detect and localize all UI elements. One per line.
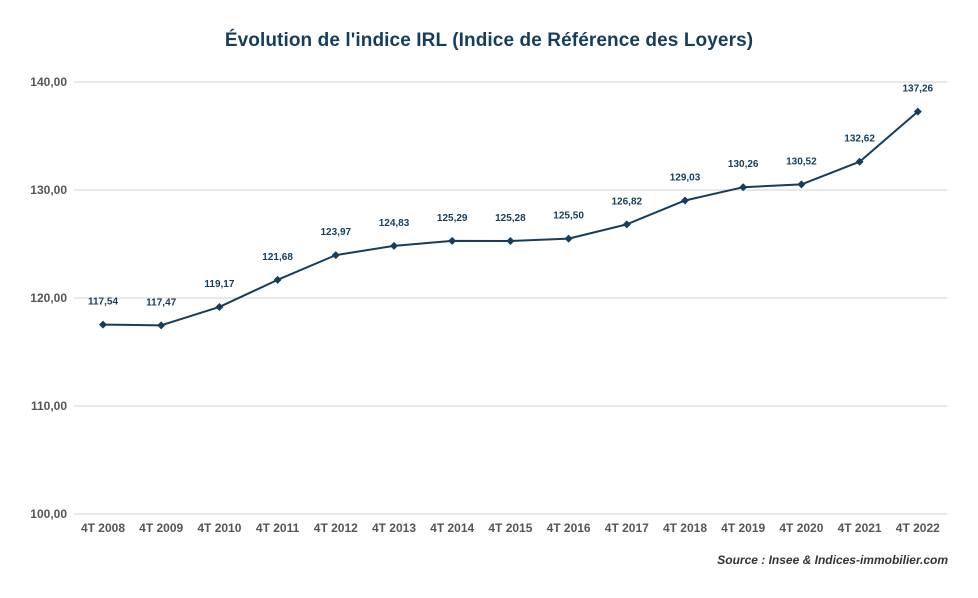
y-tick-label: 100,00 bbox=[30, 507, 67, 521]
data-label: 117,47 bbox=[146, 297, 176, 308]
data-label: 124,83 bbox=[379, 218, 410, 229]
chart-title: Évolution de l'indice IRL (Indice de Réf… bbox=[224, 30, 754, 51]
x-tick-label: 4T 2021 bbox=[838, 521, 882, 535]
y-tick-label: 130,00 bbox=[30, 183, 67, 197]
data-point-marker bbox=[273, 275, 282, 284]
x-tick-label: 4T 2014 bbox=[430, 521, 474, 535]
data-point-marker bbox=[855, 157, 864, 166]
data-label: 125,29 bbox=[437, 213, 468, 224]
x-tick-label: 4T 2018 bbox=[663, 521, 707, 535]
data-point-marker bbox=[913, 107, 922, 116]
data-label: 130,26 bbox=[728, 159, 759, 170]
y-tick-label: 120,00 bbox=[30, 291, 67, 305]
x-tick-label: 4T 2016 bbox=[547, 521, 591, 535]
source-note: Source : Insee & Indices-immobilier.com bbox=[717, 553, 948, 567]
data-label: 125,28 bbox=[495, 213, 526, 224]
data-label: 125,50 bbox=[553, 211, 584, 222]
data-point-marker bbox=[564, 234, 573, 243]
data-point-marker bbox=[331, 251, 340, 260]
data-point-marker bbox=[797, 180, 806, 189]
x-tick-label: 4T 2008 bbox=[81, 521, 125, 535]
y-tick-label: 110,00 bbox=[31, 399, 67, 413]
data-label: 137,26 bbox=[903, 84, 934, 95]
x-tick-label: 4T 2022 bbox=[896, 521, 940, 535]
data-label: 132,62 bbox=[844, 134, 875, 145]
x-axis-tick-labels: 4T 2008 4T 2009 4T 2010 4T 2011 4T 2012 4T 20… bbox=[81, 521, 940, 535]
data-point-marker bbox=[448, 236, 457, 245]
data-label: 119,17 bbox=[204, 279, 234, 290]
data-point-marker bbox=[99, 320, 107, 329]
x-tick-label: 4T 2012 bbox=[314, 521, 358, 535]
x-tick-label: 4T 2019 bbox=[721, 521, 765, 535]
data-label: 121,68 bbox=[262, 252, 293, 263]
grid-lines bbox=[74, 81, 947, 515]
x-tick-label: 4T 2020 bbox=[779, 521, 823, 535]
series-markers bbox=[99, 107, 922, 330]
x-tick-label: 4T 2011 bbox=[256, 521, 300, 535]
x-tick-label: 4T 2017 bbox=[605, 521, 649, 535]
data-point-marker bbox=[622, 220, 631, 229]
data-point-marker bbox=[681, 196, 689, 205]
data-point-marker bbox=[506, 236, 515, 245]
x-tick-label: 4T 2009 bbox=[139, 521, 183, 535]
x-tick-label: 4T 2015 bbox=[488, 521, 532, 535]
y-axis-tick-labels: 100,00 110,00 120,00 130,00 140,00 bbox=[30, 75, 67, 521]
data-label: 123,97 bbox=[321, 227, 352, 238]
data-label: 129,03 bbox=[670, 172, 701, 183]
data-label: 117,54 bbox=[88, 297, 118, 308]
x-tick-label: 4T 2010 bbox=[197, 521, 241, 535]
y-tick-label: 140,00 bbox=[30, 75, 67, 89]
data-label: 130,52 bbox=[786, 156, 817, 167]
data-point-marker bbox=[739, 183, 748, 192]
data-labels: 117,54 117,47 119,17 121,68 123,97 124,83 125,… bbox=[88, 84, 934, 309]
data-point-marker bbox=[215, 302, 224, 311]
data-point-marker bbox=[390, 241, 398, 250]
data-point-marker bbox=[157, 321, 166, 330]
data-label: 126,82 bbox=[612, 196, 643, 207]
x-tick-label: 4T 2013 bbox=[372, 521, 416, 535]
